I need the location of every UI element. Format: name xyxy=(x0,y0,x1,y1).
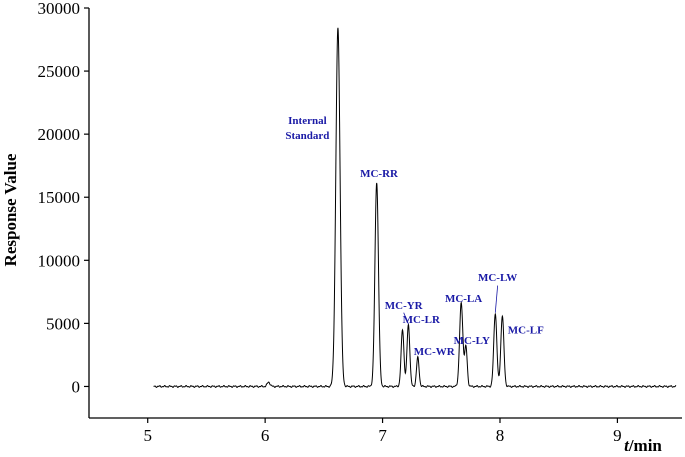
y-tick-label: 25000 xyxy=(38,62,81,81)
peak-label: MC-LR xyxy=(403,314,441,326)
y-tick-label: 5000 xyxy=(46,314,80,333)
y-tick-label: 10000 xyxy=(38,251,81,270)
label-leader-line xyxy=(403,312,409,325)
y-tick-label: 20000 xyxy=(38,125,81,144)
plot-area: 0 5000 10000 15000 20000 25000 30000 5 6 7 8 9 Inter… xyxy=(38,0,682,445)
peak-label: MC-YR xyxy=(385,300,424,312)
x-tick-label: 8 xyxy=(496,426,505,445)
x-tick-label: 7 xyxy=(378,426,387,445)
x-axis-title: t/min xyxy=(624,436,662,455)
y-tick-label: 15000 xyxy=(38,188,81,207)
peak-label: MC-LF xyxy=(508,324,544,336)
x-tick-label: 5 xyxy=(143,426,152,445)
peak-label: MC-LA xyxy=(445,293,482,305)
peak-label: Internal xyxy=(288,115,327,127)
peak-label: MC-WR xyxy=(414,346,456,358)
y-tick-label: 0 xyxy=(72,377,81,396)
x-tick-label: 9 xyxy=(613,426,622,445)
y-tick-label: 30000 xyxy=(38,0,81,18)
label-leader-line xyxy=(494,285,499,313)
peak-label: MC-RR xyxy=(360,168,399,180)
chromatogram-trace xyxy=(153,27,677,388)
peak-label: Standard xyxy=(285,130,329,142)
y-axis-title: Response Value xyxy=(1,153,20,266)
peak-label: MC-LY xyxy=(454,335,490,347)
peak-label: MC-LW xyxy=(478,272,517,284)
x-tick-label: 6 xyxy=(261,426,270,445)
